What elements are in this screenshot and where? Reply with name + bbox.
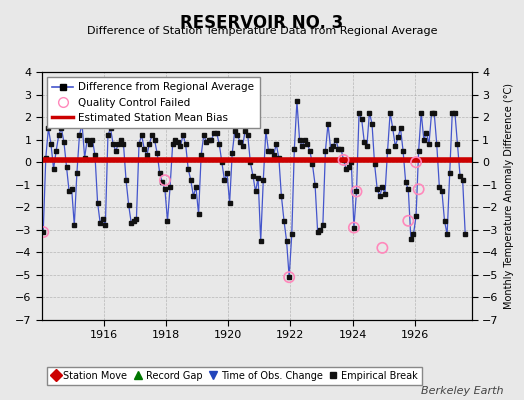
Point [412,159,420,165]
Point [39,229,47,235]
Point [378,245,387,251]
Point [285,274,293,280]
Point [352,188,361,195]
Point [404,218,412,224]
Legend: Station Move, Record Gap, Time of Obs. Change, Empirical Break: Station Move, Record Gap, Time of Obs. C… [47,367,422,384]
Y-axis label: Monthly Temperature Anomaly Difference (°C): Monthly Temperature Anomaly Difference (… [504,83,514,309]
Point [161,177,169,184]
Text: Berkeley Earth: Berkeley Earth [421,386,503,396]
Point [350,224,358,231]
Text: Difference of Station Temperature Data from Regional Average: Difference of Station Temperature Data f… [87,26,437,36]
Text: RESERVOIR NO. 3: RESERVOIR NO. 3 [180,14,344,32]
Point [340,157,348,163]
Point [414,186,423,192]
